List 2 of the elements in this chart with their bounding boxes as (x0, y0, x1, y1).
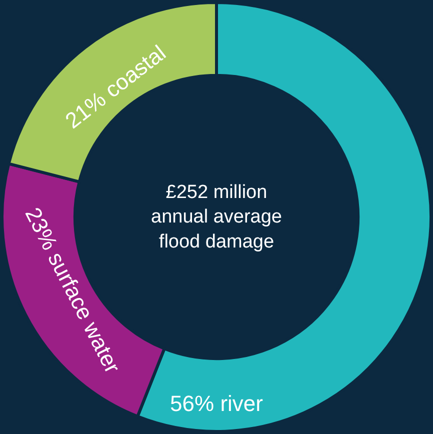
text: £252 million annual average flood damage (151, 182, 282, 252)
slice-label: 56% river (170, 390, 263, 416)
